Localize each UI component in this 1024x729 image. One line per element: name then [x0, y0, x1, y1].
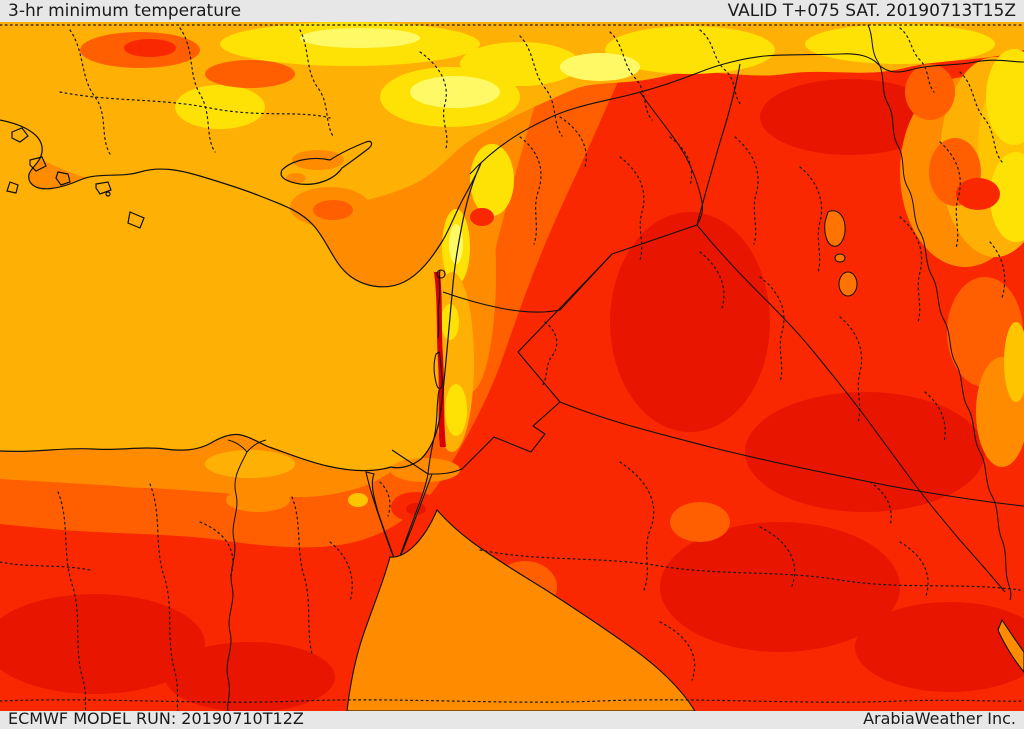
syria-iraq-border	[611, 63, 741, 255]
jordan-river-line	[437, 269, 441, 339]
cyprus-island	[280, 140, 373, 185]
iraq-lakes	[824, 210, 858, 297]
deep-red-cores	[0, 79, 1024, 712]
temperature-map	[0, 22, 1024, 712]
brand-label: ArabiaWeather Inc.	[863, 709, 1016, 728]
turkey-syria-border	[469, 53, 1024, 175]
page-title: 3-hr minimum temperature	[8, 1, 242, 21]
aegean-islands	[6, 127, 145, 229]
tigris-river	[867, 24, 1012, 601]
model-run-label: ECMWF MODEL RUN: 20190710T12Z	[8, 709, 304, 728]
valid-time-label: VALID T+075 SAT. 20190713T15Z	[727, 1, 1016, 21]
persian-gulf-corner	[997, 618, 1024, 673]
nile-river	[226, 451, 248, 712]
admin-borders-dotted	[0, 24, 1024, 712]
euphrates-river	[639, 91, 1006, 593]
red-sea	[346, 471, 1024, 712]
map-container	[0, 22, 1024, 712]
egypt-israel-border	[391, 449, 429, 475]
sea-of-galilee	[436, 269, 446, 279]
dead-sea	[433, 351, 443, 390]
rivers	[226, 24, 1012, 712]
egypt-sinai-patches	[75, 450, 460, 522]
mediterranean-sea	[0, 120, 481, 471]
iraq-saudi-border	[559, 401, 1024, 507]
jordan-syria-border	[442, 253, 613, 313]
header-bar: 3-hr minimum temperature VALID T+075 SAT…	[0, 0, 1024, 22]
mediterranean-coastline	[0, 119, 482, 472]
zagros-fringe	[900, 49, 1024, 467]
footer-bar: ECMWF MODEL RUN: 20190710T12Z ArabiaWeat…	[0, 709, 1024, 729]
country-borders	[391, 53, 1024, 507]
jordan-saudi-zigzag-border	[431, 351, 561, 475]
coastlines	[0, 119, 482, 472]
